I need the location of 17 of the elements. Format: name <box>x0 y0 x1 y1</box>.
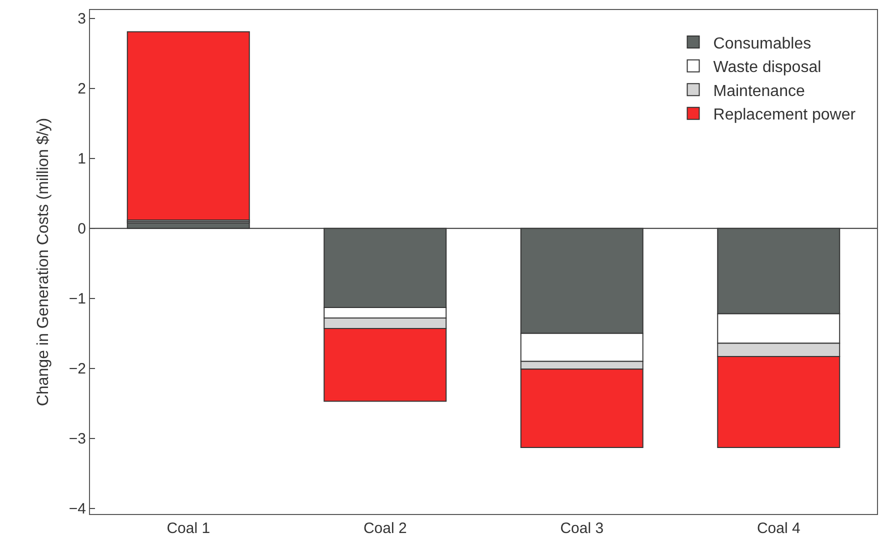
y-tick-label: 3 <box>78 10 86 28</box>
y-axis-title: Change in Generation Costs (million $/y) <box>35 118 52 406</box>
y-tick-label: −4 <box>68 500 86 518</box>
legend-label: Maintenance <box>713 82 805 100</box>
legend-label: Consumables <box>713 35 812 52</box>
x-tick-label: Coal 3 <box>560 520 604 537</box>
y-tick-label: −1 <box>68 290 86 308</box>
y-tick-label: 1 <box>78 150 86 168</box>
legend-label: Replacement power <box>713 106 856 124</box>
x-tick-label: Coal 4 <box>756 520 800 537</box>
x-tick-label: Coal 1 <box>166 520 210 537</box>
legend-label: Waste disposal <box>713 59 822 76</box>
x-tick-label: Coal 2 <box>363 520 407 537</box>
y-tick-label: 0 <box>78 220 86 238</box>
y-tick-label: −3 <box>68 430 86 448</box>
y-tick-label: −2 <box>68 360 86 378</box>
y-tick-label: 2 <box>78 80 86 98</box>
